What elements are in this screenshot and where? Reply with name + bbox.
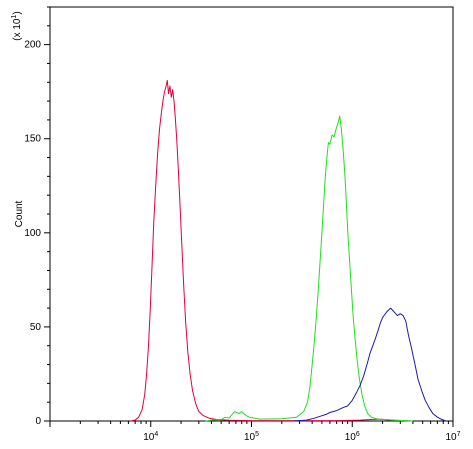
y-multiplier-exponent: 1	[11, 15, 18, 19]
series-line-1	[130, 79, 413, 422]
y-axis-label: Count	[14, 200, 25, 227]
y-tick-label: 50	[30, 322, 42, 333]
x-tick-exponent: 6	[356, 431, 360, 438]
x-tick-exponent: 5	[255, 431, 259, 438]
x-tick-label: 105	[244, 431, 259, 443]
x-tick-exponent: 7	[457, 431, 461, 438]
x-tick-base: 10	[445, 432, 457, 443]
x-tick-exponent: 4	[154, 431, 158, 438]
x-tick-label: 104	[143, 431, 158, 443]
y-tick-label: 0	[35, 416, 41, 427]
x-tick-base: 10	[143, 432, 155, 443]
series-line-3	[293, 307, 447, 422]
y-axis-ticks: 0 50 100 150 200	[24, 6, 50, 427]
x-tick-base: 10	[244, 432, 256, 443]
x-axis-ticks: 104 105 106 107	[49, 421, 461, 443]
y-axis-multiplier: (x 101)	[11, 11, 23, 40]
plot-frame	[49, 6, 454, 422]
y-tick-label: 150	[24, 134, 41, 145]
x-tick-base: 10	[345, 432, 357, 443]
x-tick-label: 106	[345, 431, 360, 443]
series-lines	[130, 79, 447, 422]
y-multiplier-close: )	[12, 11, 23, 14]
x-tick-label: 107	[445, 431, 460, 443]
y-tick-label: 100	[24, 228, 41, 239]
y-tick-label: 200	[24, 40, 41, 51]
y-multiplier-text: (x 10	[12, 18, 23, 41]
series-line-2	[205, 115, 413, 422]
